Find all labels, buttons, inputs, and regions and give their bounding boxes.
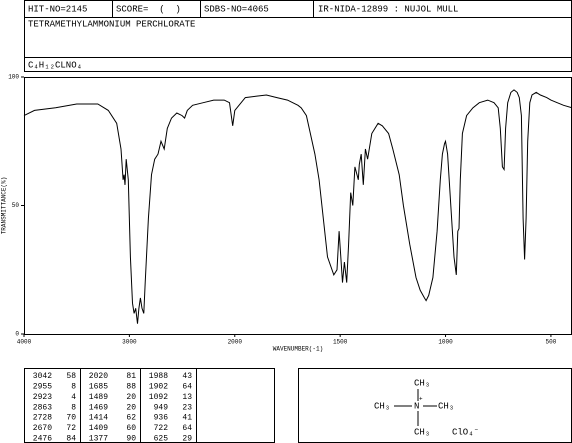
peak-transmittance: 88 <box>126 383 136 392</box>
atom: CH₃ <box>374 401 390 411</box>
charge: + <box>419 396 423 403</box>
atom: CH₃ <box>438 401 454 411</box>
y-tick-label: 100 <box>8 74 19 81</box>
peak-wavenumber: 2670 <box>33 424 52 433</box>
x-tick-label: 3000 <box>122 339 137 346</box>
y-tick-label: 50 <box>12 202 20 209</box>
peak-transmittance: 60 <box>126 424 136 433</box>
spectrum-line <box>23 89 572 324</box>
peak-transmittance: 20 <box>126 403 136 412</box>
peak-transmittance: 4 <box>71 393 76 402</box>
peak-transmittance: 72 <box>66 424 76 433</box>
method: IR-NIDA-12899 : NUJOL MULL <box>318 4 458 14</box>
peak-wavenumber: 1988 <box>149 372 168 381</box>
peak-wavenumber: 2020 <box>89 372 108 381</box>
x-axis-label: WAVENUMBER(-1) <box>273 346 323 353</box>
peak-transmittance: 70 <box>66 414 76 423</box>
atom: CH₃ <box>414 427 430 437</box>
peak-wavenumber: 722 <box>154 424 169 433</box>
peak-transmittance: 23 <box>182 403 192 412</box>
peak-wavenumber: 3042 <box>33 372 52 381</box>
hit-no: HIT-NO=2145 <box>28 4 87 14</box>
x-tick-label: 1500 <box>333 339 348 346</box>
peak-wavenumber: 2955 <box>33 383 52 392</box>
anion: ClO₄⁻ <box>452 427 479 437</box>
peak-transmittance: 62 <box>126 414 136 423</box>
x-tick-label: 4000 <box>17 339 32 346</box>
peak-wavenumber: 936 <box>154 414 169 423</box>
peak-transmittance: 8 <box>71 403 76 412</box>
compound-name: TETRAMETHYLAMMONIUM PERCHLORATE <box>28 19 195 29</box>
x-tick-label: 1000 <box>438 339 453 346</box>
peak-wavenumber: 949 <box>154 403 169 412</box>
peak-transmittance: 64 <box>182 424 192 433</box>
peak-wavenumber: 1409 <box>89 424 108 433</box>
peak-wavenumber: 1489 <box>89 393 108 402</box>
peak-wavenumber: 2476 <box>33 435 52 443</box>
y-axis-label: TRANSMITTANCE(%) <box>1 177 8 235</box>
peak-wavenumber: 625 <box>154 435 169 443</box>
peak-wavenumber: 1469 <box>89 403 108 412</box>
peak-transmittance: 41 <box>182 414 192 423</box>
score: SCORE= ( ) <box>116 4 181 14</box>
peak-wavenumber: 1092 <box>149 393 168 402</box>
formula: C₄H₁₂CLNO₄ <box>28 60 82 70</box>
peak-transmittance: 81 <box>126 372 136 381</box>
sdbs-no: SDBS-NO=4065 <box>204 4 269 14</box>
peak-transmittance: 58 <box>66 372 76 381</box>
x-tick-label: 500 <box>546 339 557 346</box>
peak-transmittance: 8 <box>71 383 76 392</box>
atom: N <box>414 401 419 411</box>
peak-wavenumber: 1685 <box>89 383 108 392</box>
peak-wavenumber: 2728 <box>33 414 52 423</box>
peak-transmittance: 43 <box>182 372 192 381</box>
peak-wavenumber: 2923 <box>33 393 52 402</box>
peak-transmittance: 64 <box>182 383 192 392</box>
x-tick-label: 2000 <box>228 339 243 346</box>
y-tick-label: 0 <box>15 331 19 338</box>
atom: CH₃ <box>414 378 430 388</box>
peak-transmittance: 84 <box>66 435 76 443</box>
peak-transmittance: 20 <box>126 393 136 402</box>
peak-wavenumber: 1377 <box>89 435 108 443</box>
peak-wavenumber: 2863 <box>33 403 52 412</box>
peak-transmittance: 13 <box>182 393 192 402</box>
header-box <box>24 0 572 72</box>
peak-transmittance: 90 <box>126 435 136 443</box>
peak-transmittance: 29 <box>182 435 192 443</box>
plot-frame <box>24 77 572 335</box>
peak-wavenumber: 1902 <box>149 383 168 392</box>
peak-wavenumber: 1414 <box>89 414 108 423</box>
